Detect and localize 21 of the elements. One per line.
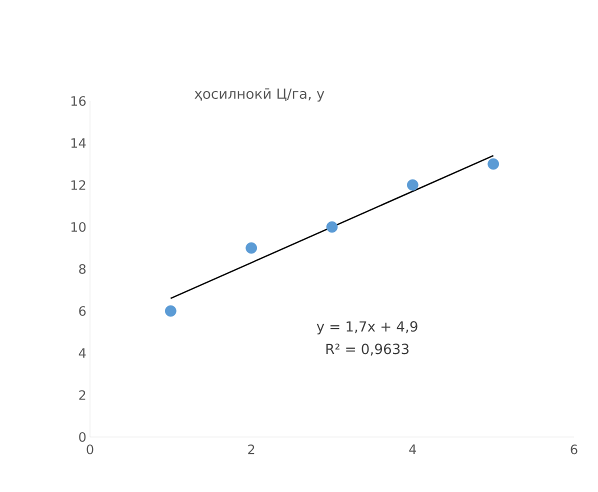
y-tick-label: 16 bbox=[71, 96, 86, 106]
y-tick-label: 6 bbox=[79, 306, 86, 316]
point bbox=[246, 242, 258, 254]
x-tick-label: 6 bbox=[570, 444, 578, 454]
x-tick-label: 2 bbox=[248, 444, 254, 454]
annotation: R² = 0,9633 bbox=[326, 344, 409, 356]
y-tick-label: 4 bbox=[78, 348, 86, 358]
y-tick-label: 14 bbox=[71, 138, 86, 148]
x-tick-label: 4 bbox=[409, 444, 416, 454]
y-tick-label: 8 bbox=[79, 264, 86, 274]
chart-title: ҳосилнокӣ Ц/га, у bbox=[194, 88, 324, 102]
y-tick-label: 10 bbox=[71, 222, 86, 232]
point bbox=[488, 158, 500, 170]
y-tick-label: 2 bbox=[79, 390, 86, 400]
y-tick-label: 0 bbox=[79, 432, 86, 442]
point bbox=[164, 305, 176, 317]
point bbox=[326, 221, 338, 233]
annotation: y = 1,7x + 4,9 bbox=[316, 321, 418, 334]
x-tick-label: 0 bbox=[86, 444, 94, 454]
y-tick-label: 12 bbox=[71, 180, 86, 190]
point bbox=[406, 179, 418, 191]
